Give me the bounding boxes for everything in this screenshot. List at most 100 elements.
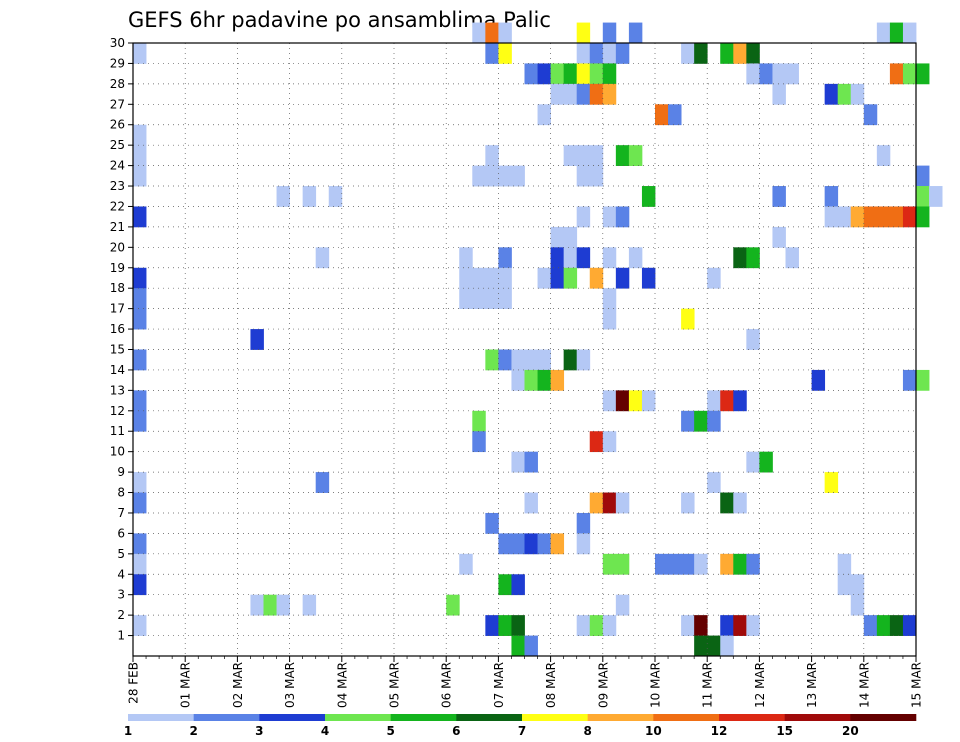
heatmap-cell <box>889 615 904 636</box>
heatmap-cell <box>785 63 799 85</box>
heatmap-cell <box>602 206 617 228</box>
heatmap-cell <box>250 594 264 616</box>
heatmap-cell <box>681 553 695 575</box>
heatmap-cell <box>837 83 852 105</box>
heatmap-cell <box>876 206 891 228</box>
heatmap-cell <box>133 145 147 166</box>
heatmap-cell <box>524 349 538 371</box>
x-tick-label: 03 MAR <box>283 662 297 708</box>
heatmap-cell <box>602 63 617 85</box>
heatmap-cell <box>524 492 538 514</box>
colorbar-swatch <box>587 714 654 721</box>
y-tick-label: 21 <box>110 220 125 234</box>
y-tick-label: 9 <box>117 465 125 479</box>
y-tick-label: 22 <box>110 199 125 213</box>
heatmap-cell <box>589 615 604 636</box>
heatmap-cell <box>576 512 591 534</box>
x-tick-label: 05 MAR <box>388 662 402 708</box>
heatmap-cell <box>746 329 760 350</box>
heatmap-cell <box>589 267 604 289</box>
heatmap-cell <box>916 165 930 187</box>
y-tick-label: 2 <box>117 608 125 622</box>
heatmap-cell <box>485 145 499 166</box>
heatmap-cell <box>746 615 760 636</box>
y-tick-label: 20 <box>110 240 125 254</box>
heatmap-cell <box>576 349 591 371</box>
heatmap-cell <box>615 492 630 514</box>
heatmap-cell <box>485 615 499 636</box>
x-tick-label: 15 MAR <box>910 662 924 708</box>
heatmap-cell <box>615 553 630 575</box>
heatmap-cell <box>589 165 604 187</box>
colorbar-swatch <box>522 714 588 721</box>
heatmap-cell <box>733 553 747 575</box>
heatmap-cell <box>563 63 578 85</box>
x-tick-label: 02 MAR <box>231 662 245 708</box>
heatmap-cell <box>550 533 565 555</box>
x-tick-label: 06 MAR <box>440 662 454 708</box>
heatmap-cell <box>537 63 551 85</box>
heatmap-cell <box>550 63 565 85</box>
heatmap-cell <box>902 615 917 636</box>
x-tick-label: 28 FEB <box>127 662 141 704</box>
heatmap-cell <box>498 288 512 310</box>
heatmap-cell <box>459 247 473 269</box>
heatmap-cell <box>524 63 538 85</box>
heatmap-cell <box>694 410 708 432</box>
heatmap-cell <box>485 267 499 289</box>
heatmap-cell <box>133 615 147 636</box>
x-tick-label: 08 MAR <box>544 662 558 708</box>
y-tick-label: 4 <box>117 567 125 581</box>
heatmap-cell <box>576 22 591 44</box>
heatmap-cell <box>772 186 786 207</box>
heatmap-cell <box>576 206 591 228</box>
heatmap-cell <box>485 349 499 371</box>
heatmap-cell <box>511 369 525 391</box>
heatmap-cell <box>133 165 147 187</box>
heatmap-cell <box>902 22 917 44</box>
heatmap-cell <box>498 22 512 44</box>
heatmap-cell <box>641 267 656 289</box>
heatmap-cell <box>720 635 734 657</box>
y-tick-label: 7 <box>117 506 125 520</box>
heatmap-cell <box>563 145 578 166</box>
y-tick-label: 30 <box>110 36 125 50</box>
heatmap-cell <box>837 553 852 575</box>
heatmap-cell <box>889 63 904 85</box>
heatmap-cell <box>459 553 473 575</box>
heatmap-cell <box>498 615 512 636</box>
colorbar-swatch <box>193 714 260 721</box>
heatmap-cell <box>133 472 147 493</box>
heatmap-cell <box>863 104 878 126</box>
colorbar-label: 6 <box>452 724 460 738</box>
heatmap-cell <box>720 390 734 412</box>
heatmap-cell <box>511 635 525 657</box>
heatmap-cell <box>472 431 486 453</box>
heatmap-cell <box>589 431 604 453</box>
heatmap-cell <box>133 390 147 412</box>
heatmap-cell <box>746 553 760 575</box>
y-tick-label: 15 <box>110 343 125 357</box>
x-tick-label: 01 MAR <box>179 662 193 708</box>
heatmap-cell <box>889 22 904 44</box>
heatmap-cell <box>133 308 147 330</box>
heatmap-cell <box>498 267 512 289</box>
heatmap-cell <box>602 615 617 636</box>
x-tick-label: 11 MAR <box>701 662 715 708</box>
heatmap-cell <box>694 553 708 575</box>
heatmap-cell <box>746 63 760 85</box>
heatmap-cell <box>511 349 525 371</box>
heatmap-cell <box>824 206 839 228</box>
heatmap-cell <box>576 83 591 105</box>
colorbar-label: 8 <box>583 724 591 738</box>
heatmap-cell <box>133 533 147 555</box>
heatmap-cell <box>655 553 669 575</box>
heatmap-cell <box>668 104 682 126</box>
heatmap-cell <box>276 594 290 616</box>
colorbar-swatch <box>850 714 917 721</box>
colorbar-label: 12 <box>711 724 728 738</box>
heatmap-cell <box>916 369 930 391</box>
heatmap-cell <box>459 288 473 310</box>
x-tick-label: 14 MAR <box>857 662 871 708</box>
heatmap-cell <box>459 267 473 289</box>
